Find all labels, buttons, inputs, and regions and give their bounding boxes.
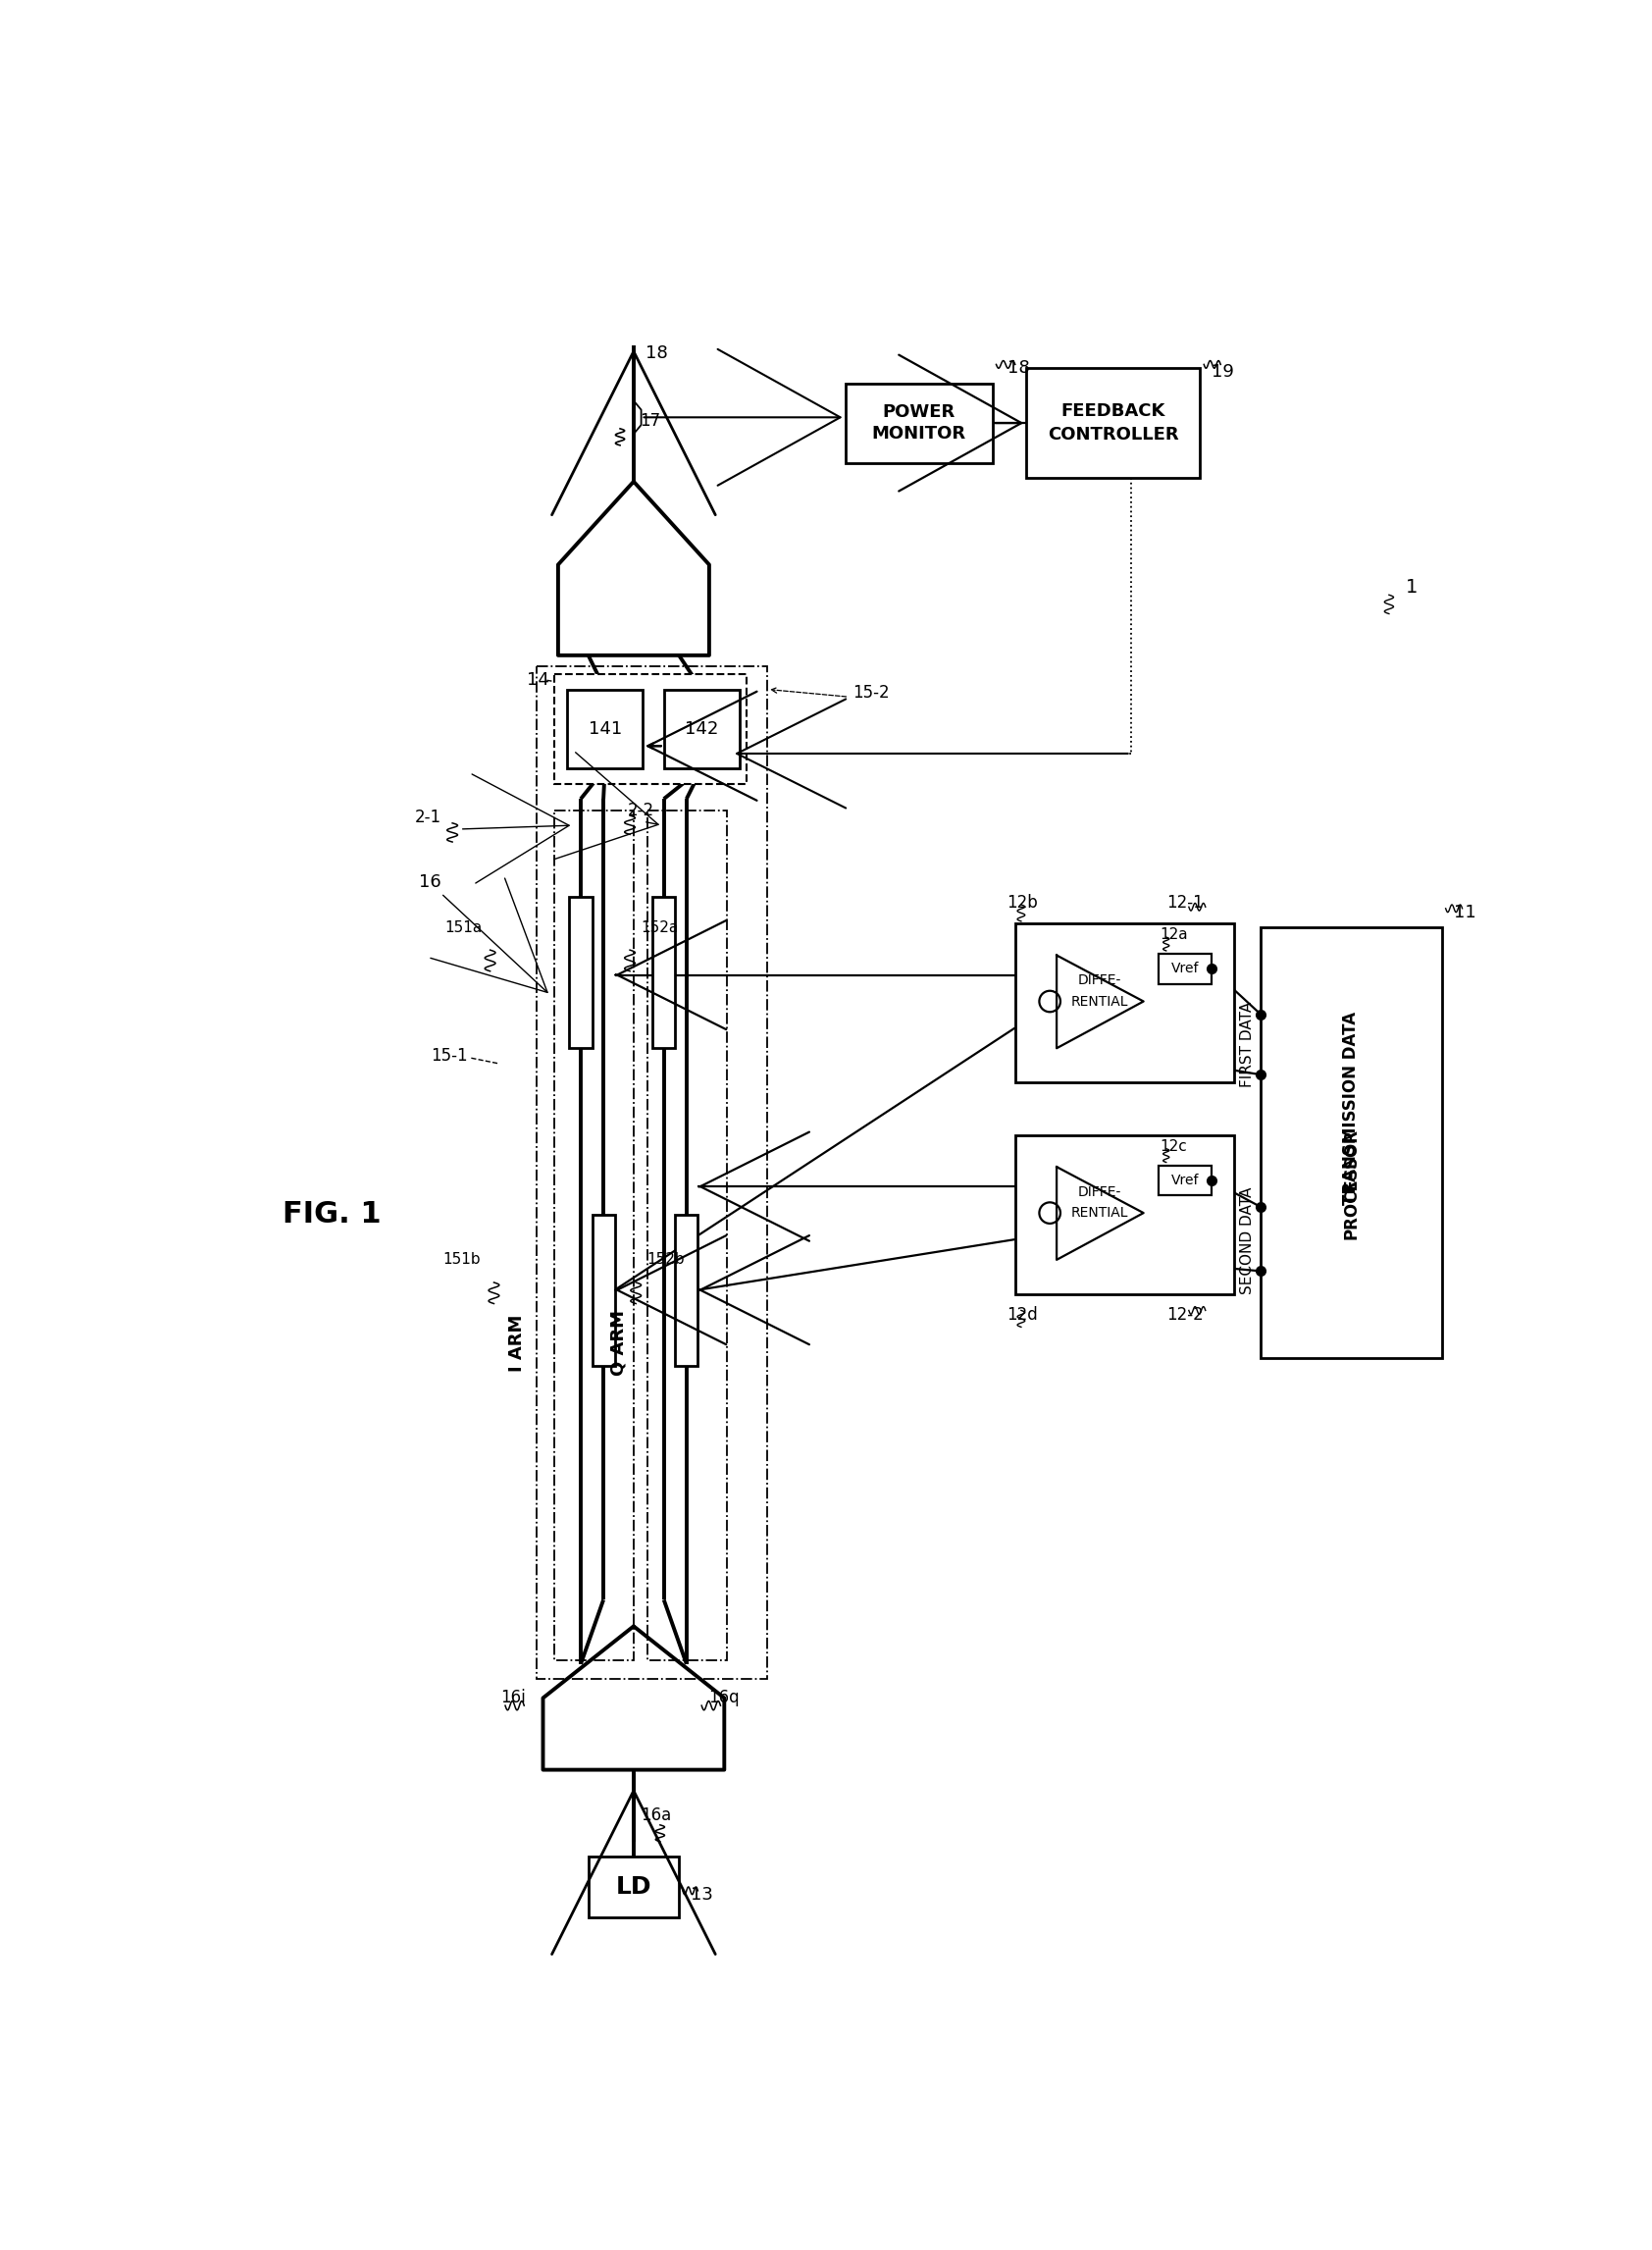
- Bar: [648, 810, 727, 1660]
- Text: RENTIAL: RENTIAL: [1070, 994, 1128, 1008]
- Text: 12-1: 12-1: [1166, 893, 1204, 911]
- Bar: [588, 1856, 679, 1917]
- Text: 12a: 12a: [1160, 927, 1188, 943]
- Text: I ARM: I ARM: [507, 1314, 525, 1372]
- Bar: [555, 810, 634, 1660]
- Bar: [570, 898, 591, 1048]
- Bar: [555, 675, 747, 783]
- Bar: [653, 898, 676, 1048]
- Text: FIRST DATA: FIRST DATA: [1239, 1001, 1254, 1087]
- Text: 17: 17: [639, 412, 661, 430]
- Text: SECOND DATA: SECOND DATA: [1239, 1188, 1254, 1294]
- Text: FEEDBACK: FEEDBACK: [1061, 403, 1165, 421]
- Text: LD: LD: [616, 1874, 651, 1899]
- Text: MONITOR: MONITOR: [872, 425, 966, 443]
- Bar: [676, 1215, 697, 1366]
- Bar: [537, 666, 767, 1678]
- Text: CONTROLLER: CONTROLLER: [1047, 425, 1180, 443]
- Bar: [1158, 954, 1211, 983]
- Text: 141: 141: [588, 720, 621, 738]
- Text: Vref: Vref: [1171, 1174, 1199, 1188]
- Bar: [1158, 1166, 1211, 1195]
- Text: 12-2: 12-2: [1166, 1305, 1204, 1323]
- Bar: [1014, 922, 1234, 1082]
- Bar: [591, 1215, 615, 1366]
- Bar: [664, 688, 740, 770]
- Text: 2-2: 2-2: [628, 801, 654, 819]
- Text: 15-2: 15-2: [852, 684, 890, 702]
- Text: DIFFE-: DIFFE-: [1079, 1186, 1122, 1199]
- Text: 142: 142: [686, 720, 719, 738]
- Text: POWER: POWER: [882, 403, 955, 421]
- Text: 152b: 152b: [648, 1253, 686, 1267]
- Text: 16: 16: [418, 873, 441, 891]
- Text: 2-1: 2-1: [415, 810, 441, 826]
- Text: 12c: 12c: [1160, 1138, 1188, 1154]
- Text: 16q: 16q: [709, 1690, 740, 1708]
- Text: 151a: 151a: [444, 920, 482, 934]
- Text: DIFFE-: DIFFE-: [1079, 974, 1122, 988]
- Text: 16i: 16i: [501, 1690, 525, 1708]
- Bar: [1260, 927, 1442, 1359]
- Text: Vref: Vref: [1171, 963, 1199, 976]
- Bar: [1014, 1134, 1234, 1294]
- Polygon shape: [1057, 956, 1143, 1048]
- Text: 1: 1: [1406, 578, 1417, 596]
- Text: 151b: 151b: [443, 1253, 481, 1267]
- Polygon shape: [1057, 1168, 1143, 1260]
- Bar: [567, 688, 643, 770]
- Text: 152a: 152a: [641, 920, 679, 934]
- Text: 18: 18: [646, 344, 667, 362]
- Text: PROCESSOR: PROCESSOR: [1343, 1130, 1360, 1240]
- Text: 18: 18: [1008, 360, 1031, 378]
- Text: RENTIAL: RENTIAL: [1070, 1206, 1128, 1220]
- Text: 11: 11: [1454, 904, 1475, 920]
- Text: Q ARM: Q ARM: [610, 1309, 628, 1375]
- Text: 14: 14: [527, 670, 548, 688]
- Text: 16a: 16a: [641, 1807, 672, 1825]
- Text: 12d: 12d: [1008, 1305, 1037, 1323]
- Bar: [846, 382, 993, 463]
- Text: TRANSMISSION DATA: TRANSMISSION DATA: [1343, 1013, 1360, 1206]
- Text: 13: 13: [691, 1885, 714, 1903]
- Bar: [1026, 369, 1199, 477]
- Text: 12b: 12b: [1008, 893, 1037, 911]
- Text: FIG. 1: FIG. 1: [282, 1199, 382, 1228]
- Text: 19: 19: [1211, 362, 1234, 380]
- Text: 15-1: 15-1: [431, 1046, 468, 1064]
